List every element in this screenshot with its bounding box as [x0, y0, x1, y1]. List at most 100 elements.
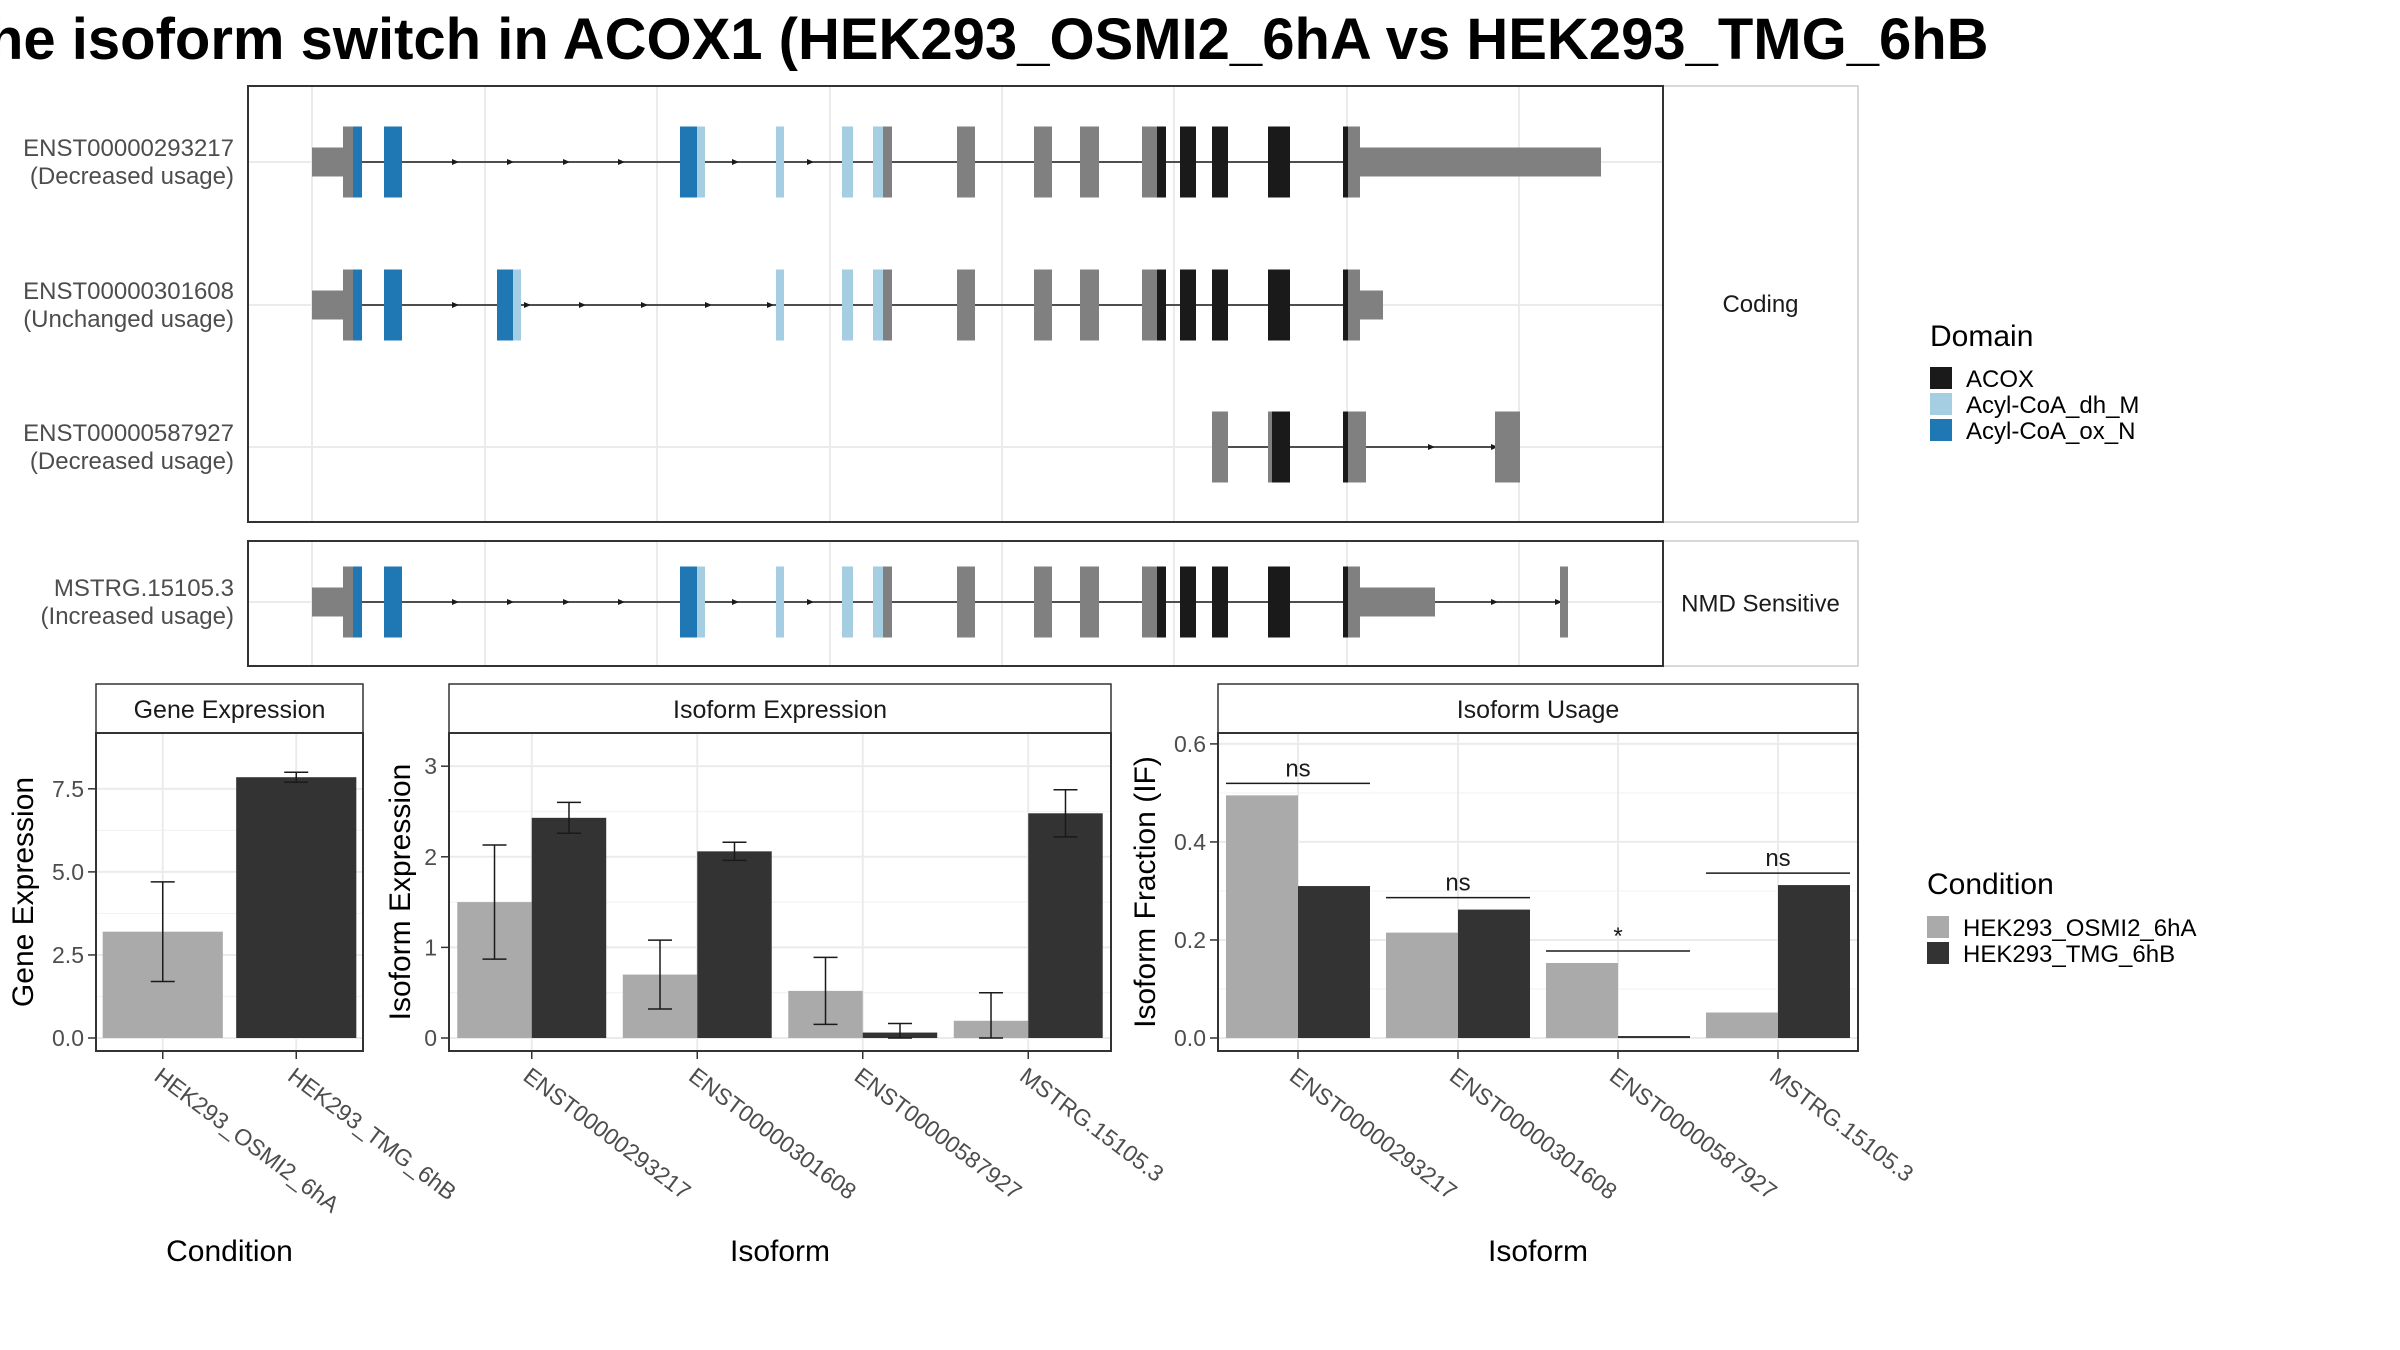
- facet-strip-isoform-usage: [1217, 683, 1859, 734]
- legend-swatch-acox: [1930, 367, 1952, 389]
- bar: [1458, 909, 1530, 1038]
- bar: [1778, 885, 1850, 1038]
- intron-arrow: [452, 599, 459, 605]
- intron-arrow: [1428, 444, 1435, 450]
- facet-title-isoform-usage: Isoform Usage: [1457, 696, 1620, 724]
- y-tick-label: 0.4: [1174, 829, 1206, 855]
- y-tick-label: 5.0: [52, 859, 84, 885]
- x-tick-label: MSTRG.15105.3: [1015, 1062, 1168, 1187]
- y-axis-title: Isoform Fraction (IF): [1129, 756, 1162, 1028]
- expression-plots: Gene Expression0.02.55.07.5HEK293_OSMI2_…: [7, 683, 1918, 1268]
- significance-label: ns: [1765, 845, 1790, 872]
- significance-label: *: [1613, 923, 1622, 950]
- plot-title: he isoform switch in ACOX1 (HEK293_OSMI2…: [0, 7, 1989, 72]
- y-tick-label: 0.0: [52, 1025, 84, 1051]
- bar: [236, 777, 357, 1038]
- bar: [1298, 886, 1370, 1038]
- legend-label-acyl-coa-ox-n: Acyl-CoA_ox_N: [1966, 418, 2135, 445]
- panel-border-nmd: [247, 540, 1664, 667]
- intron-arrow: [507, 159, 514, 165]
- x-tick-label: ENST00000587927: [1605, 1062, 1782, 1204]
- exon-block: [1560, 566, 1568, 638]
- exon-block: [1343, 269, 1348, 341]
- y-tick-label: 1: [424, 934, 437, 960]
- legend-label-osmi2: HEK293_OSMI2_6hA: [1963, 915, 2196, 942]
- exon-block: [1180, 566, 1196, 638]
- exon-block: [384, 566, 402, 638]
- panel-border-coding: [247, 85, 1664, 523]
- intron-arrow: [579, 302, 586, 308]
- exon-block: [343, 269, 353, 341]
- isoform-label: ENST00000587927: [23, 420, 234, 447]
- exon-block: [1080, 269, 1099, 341]
- intron-arrow: [1555, 599, 1562, 605]
- exon-block: [353, 126, 362, 198]
- y-tick-label: 0.2: [1174, 927, 1206, 953]
- exon-block: [1080, 566, 1099, 638]
- exon-block: [1034, 269, 1052, 341]
- panel-border-gene: [95, 732, 364, 1052]
- legend-swatch-acyl-coa-dh-m: [1930, 393, 1952, 415]
- exon-block: [1157, 126, 1166, 198]
- exon-block: [1212, 566, 1228, 638]
- isoform-usage-label: (Decreased usage): [30, 163, 234, 190]
- exon-block: [1360, 147, 1601, 177]
- intron-arrow: [705, 302, 712, 308]
- exon-block: [1180, 126, 1196, 198]
- exon-block: [1034, 566, 1052, 638]
- panel-background-nmd: [248, 541, 1663, 666]
- y-tick-label: 2: [424, 844, 437, 870]
- condition-legend: Condition HEK293_OSMI2_6hA HEK293_TMG_6h…: [1927, 868, 2196, 968]
- y-axis-title: Isoform Expression: [384, 764, 417, 1021]
- exon-block: [680, 126, 697, 198]
- exon-block: [312, 587, 343, 617]
- exon-block: [1360, 290, 1383, 320]
- y-tick-label: 3: [424, 753, 437, 779]
- y-tick-label: 0.6: [1174, 731, 1206, 757]
- facet-strip-nmd: [1662, 540, 1859, 667]
- facet-title-gene: Gene Expression: [134, 696, 326, 724]
- condition-legend-title: Condition: [1927, 868, 2054, 901]
- bar: [697, 851, 772, 1038]
- exon-block: [957, 126, 975, 198]
- legend-label-acox: ACOX: [1966, 366, 2034, 393]
- intron-arrow: [507, 599, 514, 605]
- intron-arrow: [1491, 599, 1498, 605]
- exon-block: [384, 126, 402, 198]
- exon-block: [957, 566, 975, 638]
- domain-legend-title: Domain: [1930, 320, 2033, 353]
- exon-block: [1272, 411, 1290, 483]
- significance-label: ns: [1285, 755, 1310, 782]
- exon-block: [842, 126, 853, 198]
- exon-block: [883, 126, 892, 198]
- exon-block: [497, 269, 513, 341]
- facet-title-isoform-expression: Isoform Expression: [673, 696, 887, 724]
- isoform-usage-label: (Decreased usage): [30, 448, 234, 475]
- exon-block: [312, 147, 343, 177]
- exon-block: [883, 566, 892, 638]
- bar: [1028, 813, 1103, 1038]
- exon-block: [1142, 269, 1157, 341]
- isoform-label: ENST00000301608: [23, 278, 234, 305]
- bar: [531, 817, 607, 1038]
- exon-block: [1212, 126, 1228, 198]
- intron-arrow: [563, 599, 570, 605]
- panel-border-isoform-expression: [448, 732, 1112, 1052]
- exon-block: [513, 269, 521, 341]
- x-axis-title: Condition: [166, 1235, 293, 1268]
- x-axis-title: Isoform: [1488, 1235, 1588, 1268]
- intron-arrow: [732, 159, 739, 165]
- x-tick-label: ENST00000293217: [1285, 1062, 1462, 1204]
- exon-block: [1343, 411, 1348, 483]
- exon-block: [873, 566, 883, 638]
- exon-block: [1348, 566, 1360, 638]
- x-tick-label: MSTRG.15105.3: [1765, 1062, 1918, 1187]
- exon-block: [776, 269, 784, 341]
- legend-label-acyl-coa-dh-m: Acyl-CoA_dh_M: [1966, 392, 2139, 419]
- exon-block: [343, 566, 353, 638]
- exon-block: [680, 566, 697, 638]
- x-axis-title: Isoform: [730, 1235, 830, 1268]
- exon-block: [384, 269, 402, 341]
- y-tick-label: 0: [424, 1025, 437, 1051]
- facet-strip-label-nmd: NMD Sensitive: [1681, 591, 1840, 618]
